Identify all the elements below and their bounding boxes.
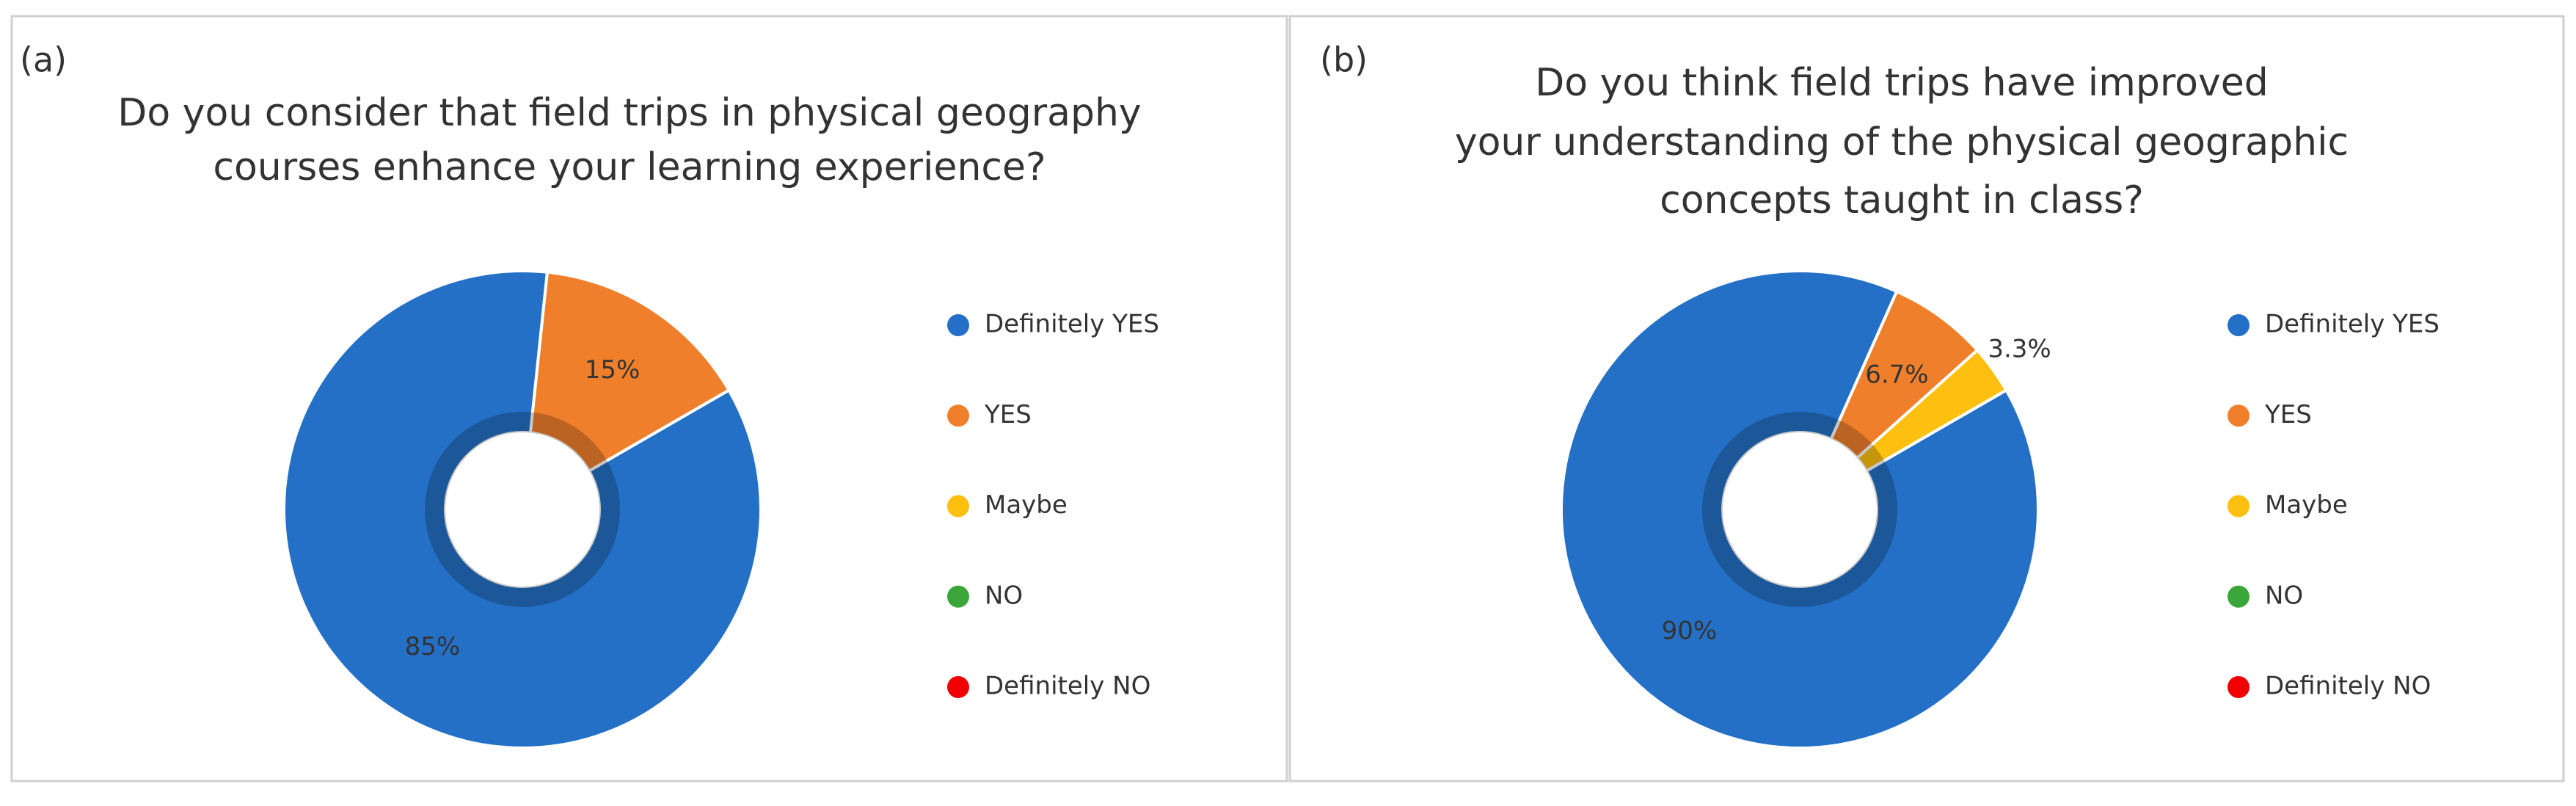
legend-label: Maybe bbox=[985, 490, 1068, 520]
inner-shadow bbox=[1702, 412, 1897, 607]
legend-label: NO bbox=[2265, 581, 2303, 610]
legend-swatch bbox=[947, 404, 969, 427]
panel-border bbox=[1288, 15, 2565, 783]
donut-slice bbox=[282, 269, 762, 749]
legend-label: YES bbox=[984, 400, 1032, 429]
panel-border bbox=[10, 15, 1288, 783]
data-label: 15% bbox=[585, 355, 641, 385]
legend-label: Definitely YES bbox=[2265, 310, 2440, 339]
data-label: 90% bbox=[1662, 617, 1718, 646]
legend-swatch bbox=[2227, 676, 2250, 698]
panel-label: (a) bbox=[20, 40, 67, 80]
legend-swatch bbox=[947, 585, 969, 608]
chart-title: Do you consider that field trips in phys… bbox=[117, 91, 1141, 135]
chart-title: your understanding of the physical geogr… bbox=[1455, 120, 2349, 164]
legend-swatch bbox=[947, 314, 969, 336]
legend-swatch bbox=[2227, 585, 2250, 608]
data-label: 6.7% bbox=[1865, 360, 1928, 390]
legend-label: Definitely YES bbox=[985, 310, 1159, 339]
legend-swatch bbox=[2227, 404, 2250, 427]
legend-label: Definitely NO bbox=[985, 672, 1150, 701]
data-label: 3.3% bbox=[1988, 334, 2051, 363]
donut-slice bbox=[528, 270, 731, 473]
legend-swatch bbox=[2227, 314, 2250, 336]
legend-label: Maybe bbox=[2265, 490, 2348, 520]
donut-slice bbox=[1560, 269, 2040, 749]
legend-label: NO bbox=[985, 581, 1023, 610]
panel-label: (b) bbox=[1320, 40, 1368, 80]
chart-title: Do you think field trips have improved bbox=[1535, 61, 2268, 105]
data-label: 85% bbox=[405, 632, 461, 661]
chart-title: concepts taught in class? bbox=[1660, 178, 2144, 222]
chart-title: courses enhance your learning experience… bbox=[213, 145, 1046, 189]
legend-label: YES bbox=[2264, 400, 2312, 429]
legend-swatch bbox=[947, 495, 969, 518]
legend-swatch bbox=[947, 676, 969, 698]
inner-shadow bbox=[425, 412, 620, 607]
donut-slice bbox=[1855, 348, 2009, 473]
legend-label: Definitely NO bbox=[2265, 672, 2431, 701]
legend-swatch bbox=[2227, 495, 2250, 518]
